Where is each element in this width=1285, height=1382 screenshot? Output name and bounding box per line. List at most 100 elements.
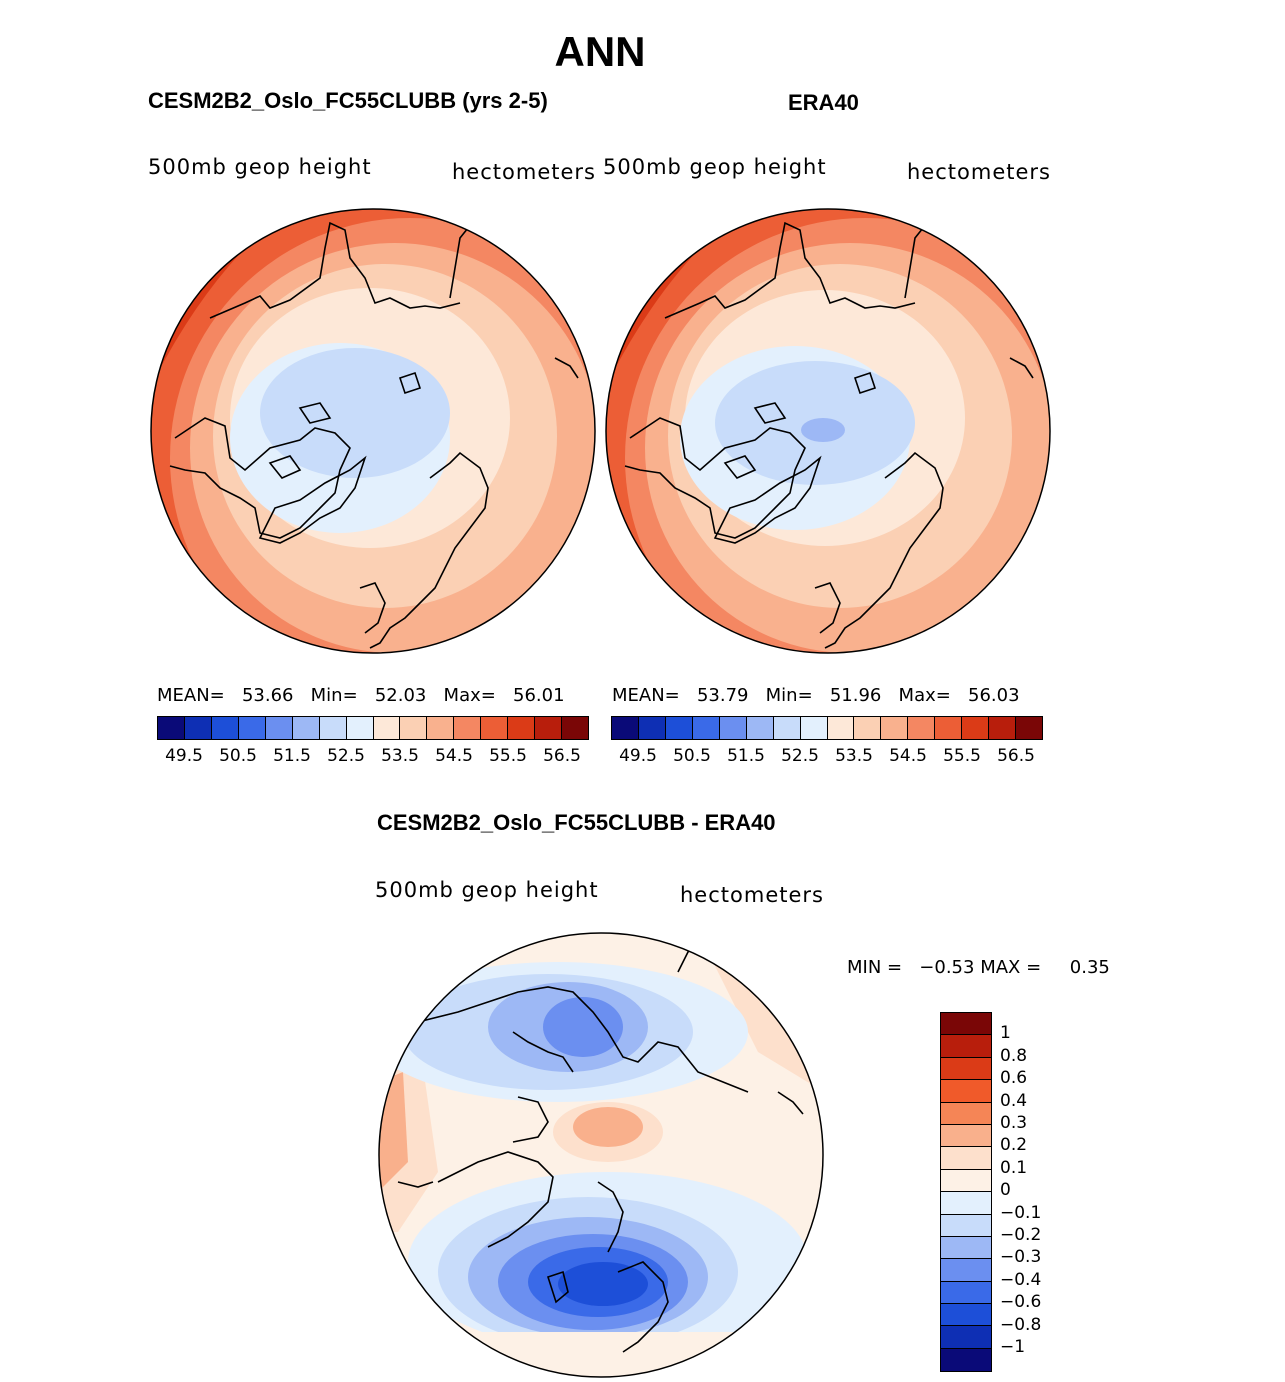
diff-colorbar-swatch [941,1281,991,1305]
obs-field-label: 500mb geop height [603,155,827,179]
colorbar-tick-label: 50.5 [219,746,257,766]
model-colorbar-ticks: 49.5 50.5 51.5 52.5 53.5 54.5 55.5 56.5 [157,746,589,766]
diff-polar-map [378,932,824,1378]
colorbar-swatch [211,717,239,739]
colorbar-swatch [638,717,666,739]
obs-colorbar-swatches [611,716,1043,740]
colorbar-tick-label: 56.5 [997,746,1035,766]
diff-min-value: −0.53 [919,957,975,978]
colorbar-swatch [158,717,185,739]
diff-colorbar-tick-label: −0.8 [1000,1314,1042,1335]
diff-units-label: hectometers [680,883,824,907]
colorbar-swatch [346,717,374,739]
colorbar-swatch [400,717,428,739]
colorbar-swatch [265,717,293,739]
diff-min-label: MIN = [847,957,903,978]
diff-colorbar-tick-label: −0.3 [1000,1247,1042,1268]
obs-mean-label: MEAN= [612,685,680,706]
diff-colorbar-swatch [941,1102,991,1125]
diff-colorbar-swatch [941,1035,991,1058]
diff-colorbar-tick-label: 0 [1000,1180,1011,1201]
model-min-label: Min= [310,685,358,706]
colorbar-swatch [427,717,455,739]
colorbar-swatch [800,717,828,739]
obs-min-value: 51.96 [829,685,882,706]
colorbar-swatch [319,717,347,739]
model-mean-value: 53.66 [241,685,294,706]
colorbar-swatch [508,717,536,739]
colorbar-tick-label: 56.5 [543,746,581,766]
colorbar-tick-label: 55.5 [943,746,981,766]
colorbar-swatch [535,717,563,739]
colorbar-swatch [184,717,212,739]
colorbar-tick-label: 55.5 [489,746,527,766]
colorbar-swatch [935,717,963,739]
obs-mean-value: 53.79 [696,685,749,706]
colorbar-tick-label: 54.5 [889,746,927,766]
diff-colorbar-tick-label: 0.4 [1000,1090,1028,1111]
colorbar-swatch [665,717,693,739]
obs-max-label: Max= [898,685,951,706]
diff-colorbar-swatch [941,1124,991,1148]
obs-colorbar: 49.5 50.5 51.5 52.5 53.5 54.5 55.5 56.5 [611,716,1043,766]
diff-colorbar-swatch [941,1080,991,1103]
colorbar-swatch [373,717,401,739]
colorbar-tick-label: 54.5 [435,746,473,766]
obs-min-label: Min= [765,685,813,706]
diff-colorbar-swatch [941,1348,991,1372]
diff-colorbar-swatch [941,1013,991,1036]
colorbar-tick-label: 52.5 [781,746,819,766]
diff-max-value: 0.35 [1069,957,1110,978]
colorbar-swatch [746,717,774,739]
diff-colorbar-tick-label: −0.6 [1000,1292,1042,1313]
colorbar-tick-label: 51.5 [727,746,765,766]
model-field-label: 500mb geop height [148,155,372,179]
obs-colorbar-ticks: 49.5 50.5 51.5 52.5 53.5 54.5 55.5 56.5 [611,746,1043,766]
model-mean-label: MEAN= [157,685,225,706]
diff-colorbar-tick-label: 1 [1000,1023,1011,1044]
diff-colorbar-swatch [941,1259,991,1282]
diff-colorbar-tick-label: 0.3 [1000,1113,1028,1133]
colorbar-swatch [881,717,909,739]
diff-colorbar-tick-label: −0.1 [1000,1202,1042,1223]
diff-minmax: MIN = −0.53 MAX = 0.35 [847,957,1110,978]
colorbar-tick-label: 51.5 [273,746,311,766]
colorbar-swatch [854,717,882,739]
colorbar-tick-label: 50.5 [673,746,711,766]
diff-colorbar-tick-label: −0.4 [1000,1269,1042,1290]
model-polar-map [150,208,596,654]
colorbar-swatch [827,717,855,739]
page-title: ANN [554,28,646,75]
diff-colorbar [940,1012,992,1373]
model-min-value: 52.03 [374,685,427,706]
diff-colorbar-swatch [941,1169,991,1193]
model-max-label: Max= [443,685,496,706]
diff-panel-title: CESM2B2_Oslo_FC55CLUBB - ERA40 [377,810,776,835]
colorbar-tick-label: 49.5 [165,746,203,766]
diff-colorbar-swatch [941,1214,991,1237]
colorbar-swatch [612,717,639,739]
colorbar-swatch [238,717,266,739]
obs-stats: MEAN= 53.79 Min= 51.96 Max= 56.03 [612,685,1020,706]
diff-max-label: MAX = [980,957,1042,978]
colorbar-tick-label: 53.5 [835,746,873,766]
obs-max-value: 56.03 [968,685,1020,706]
colorbar-swatch [562,717,588,739]
colorbar-swatch [454,717,482,739]
diff-colorbar-tick-label: 0.1 [1000,1157,1028,1178]
diff-colorbar-tick-label: 0.2 [1000,1135,1028,1156]
colorbar-swatch [692,717,720,739]
colorbar-tick-label: 53.5 [381,746,419,766]
model-colorbar-swatches [157,716,589,740]
colorbar-swatch [292,717,320,739]
diff-colorbar-tick-label: 0.8 [1000,1045,1028,1066]
colorbar-tick-label: 49.5 [619,746,657,766]
colorbar-swatch [989,717,1017,739]
diff-colorbar-swatch [941,1236,991,1260]
colorbar-swatch [719,717,747,739]
colorbar-swatch [962,717,990,739]
diff-colorbar-tick-label: −1 [1000,1337,1026,1357]
obs-panel-title: ERA40 [788,90,859,115]
diff-colorbar-swatch [941,1192,991,1215]
diff-colorbar-tick-label: −0.2 [1000,1225,1042,1245]
